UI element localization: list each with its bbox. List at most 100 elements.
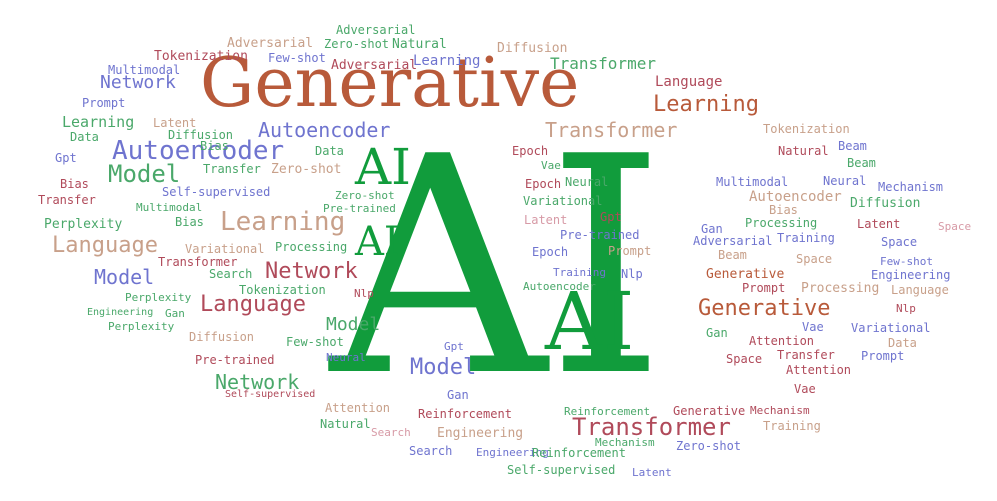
word-ai: AI [545, 275, 635, 368]
word-gan: Gan [165, 307, 185, 320]
word-perplexity: Perplexity [44, 217, 123, 232]
word-neural: Neural [565, 175, 609, 189]
word-training: Training [763, 419, 821, 433]
word-mechanism: Mechanism [878, 180, 944, 194]
word-tokenization: Tokenization [239, 283, 326, 297]
word-pre-trained: Pre-trained [560, 228, 640, 242]
word-perplexity: Perplexity [108, 320, 175, 333]
word-transfer: Transfer [38, 193, 96, 207]
word-natural: Natural [320, 417, 371, 431]
word-language: Language [200, 292, 306, 317]
word-data: Data [315, 144, 344, 158]
word-prompt: Prompt [742, 281, 786, 295]
word-adversarial: Adversarial [331, 58, 418, 73]
word-generative: Generative [673, 404, 746, 418]
word-search: Search [409, 444, 453, 458]
word-attention: Attention [325, 401, 391, 415]
word-natural: Natural [778, 144, 829, 158]
word-variational: Variational [523, 194, 603, 208]
word-beam: Beam [838, 139, 867, 153]
word-language: Language [655, 74, 723, 90]
word-adversarial: Adversarial [227, 36, 314, 51]
word-training: Training [777, 231, 835, 245]
word-transfer: Transfer [777, 348, 835, 362]
word-generative: Generative [698, 296, 831, 321]
word-space: Space [726, 352, 763, 366]
word-self-supervised: Self-supervised [507, 463, 616, 477]
word-natural: Natural [392, 37, 447, 52]
word-tokenization: Tokenization [763, 122, 850, 136]
word-zero-shot: Zero-shot [324, 37, 390, 51]
word-perplexity: Perplexity [125, 291, 192, 304]
word-network: Network [100, 72, 176, 93]
word-diffusion: Diffusion [168, 128, 234, 142]
word-tokenization: Tokenization [154, 49, 248, 64]
word-nlp: Nlp [354, 287, 374, 300]
word-self-supervised: Self-supervised [162, 185, 271, 199]
word-zero-shot: Zero-shot [676, 439, 742, 453]
word-data: Data [70, 130, 99, 144]
word-multimodal: Multimodal [136, 201, 203, 214]
word-bias: Bias [200, 139, 229, 153]
word-gan: Gan [701, 222, 723, 236]
word-model: Model [94, 265, 155, 289]
word-gpt: Gpt [600, 210, 622, 224]
word-model: Model [410, 355, 477, 380]
word-variational: Variational [851, 321, 931, 335]
word-autoencoder: Autoencoder [258, 118, 391, 142]
word-reinforcement: Reinforcement [564, 405, 651, 418]
word-reinforcement: Reinforcement [418, 407, 512, 421]
word-ai: AI [355, 138, 411, 196]
word-neural: Neural [823, 174, 867, 188]
word-epoch: Epoch [525, 177, 562, 191]
word-network: Network [265, 259, 358, 284]
word-vae: Vae [802, 320, 824, 334]
word-prompt: Prompt [861, 349, 905, 363]
word-variational: Variational [185, 242, 265, 256]
word-autoencoder: Autoencoder [112, 136, 285, 166]
word-training: Training [553, 266, 606, 279]
word-transformer: Transformer [158, 255, 238, 269]
word-prompt: Prompt [608, 244, 652, 258]
word-vae: Vae [794, 382, 816, 396]
word-engineering: Engineering [87, 307, 154, 318]
word-nlp: Nlp [621, 267, 643, 281]
word-attention: Attention [786, 363, 852, 377]
word-transformer: Transformer [572, 413, 731, 441]
word-processing: Processing [745, 216, 818, 230]
word-self-supervised: Self-supervised [225, 389, 316, 400]
word-mechanism: Mechanism [750, 404, 810, 417]
word-adversarial: Adversarial [336, 23, 416, 37]
word-transformer: Transformer [545, 118, 678, 142]
word-ai: AI [355, 219, 400, 265]
word-gpt: Gpt [55, 151, 77, 165]
word-processing: Processing [801, 281, 880, 296]
word-ai: AI [330, 93, 666, 442]
word-latent: Latent [632, 466, 672, 479]
word-vae: Vae [541, 159, 561, 172]
word-neural: Neural [326, 351, 366, 364]
word-engineering: Engineering [871, 268, 951, 282]
word-transfer: Transfer [203, 162, 261, 176]
word-diffusion: Diffusion [850, 196, 921, 211]
word-nlp: Nlp [896, 302, 916, 315]
word-processing: Processing [275, 240, 348, 254]
word-pre-trained: Pre-trained [195, 353, 275, 367]
word-bias: Bias [60, 177, 89, 191]
word-pre-trained: Pre-trained [323, 202, 396, 215]
word-space: Space [796, 252, 833, 266]
word-bias: Bias [175, 215, 204, 229]
word-search: Search [209, 267, 253, 281]
word-learning: Learning [653, 92, 759, 117]
word-latent: Latent [857, 217, 901, 231]
word-space: Space [881, 235, 918, 249]
word-prompt: Prompt [82, 96, 126, 110]
word-engineering: Engineering [437, 426, 524, 441]
word-multimodal: Multimodal [716, 175, 789, 189]
word-search: Search [371, 426, 411, 439]
word-few-shot: Few-shot [268, 51, 326, 65]
word-model: Model [108, 160, 181, 188]
word-learning: Learning [62, 113, 135, 131]
word-diffusion: Diffusion [497, 41, 568, 56]
